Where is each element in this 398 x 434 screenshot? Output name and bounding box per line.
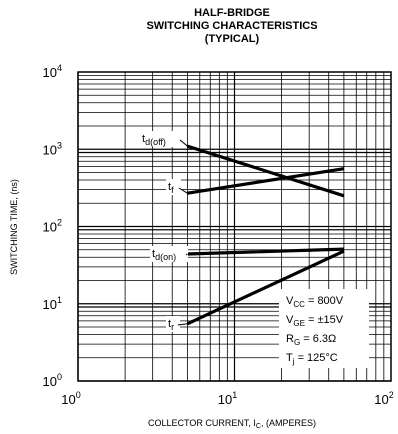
curve-label-leader [185,253,188,256]
y-tick-label: 103 [43,140,62,157]
curve-label-td(off): td(off) [142,133,166,147]
series-lines [186,144,345,326]
curve-label-leader [177,323,188,326]
series-line-tr [186,249,345,326]
curve-label-leader [179,139,188,147]
conditions-box: VCC = 800V VGE = ±15V RG = 6.3Ω Tj = 125… [279,289,369,368]
series-line-tf [187,167,345,195]
y-tick-label: 100 [43,372,62,389]
chart-title-line-1: HALF-BRIDGE [194,7,270,19]
curve-label-bg [150,246,188,262]
chart-title-line-2: SWITCHING CHARACTERISTICS [146,20,317,32]
series-line-td(off) [186,144,345,198]
curve-label-bg [166,316,180,332]
curve-label-bg [166,179,181,195]
x-axis-label: COLLECTOR CURRENT, IC, (AMPERES) [148,418,316,430]
x-tick-label: 102 [374,390,393,407]
y-tick-label: 104 [43,63,62,80]
curve-label-leader [178,187,188,194]
chart-title-line-3: (TYPICAL) [205,33,260,45]
y-tick-label: 101 [43,295,62,312]
tick-labels: 100 101 102 100 101 102 103 104 [43,63,394,407]
curve-label-bg [140,131,182,147]
condition-vcc: VCC = 800V [286,295,344,309]
curve-label-td(on): td(on) [152,248,176,262]
curve-label-tf: tf [168,181,174,195]
x-tick-label: 100 [61,390,80,407]
series-line-td(on) [187,247,344,256]
y-axis-label: SWITCHING TIME, (ns) [9,179,19,275]
condition-vge: VGE = ±15V [286,314,344,328]
condition-rg: RG = 6.3Ω [286,333,336,347]
curve-labels: td(off) tf td(on) tr [140,131,188,332]
condition-tj: Tj = 125°C [286,352,338,366]
x-tick-label: 101 [218,390,237,407]
curve-label-tr: tr [168,318,174,332]
plot-frame [77,71,392,382]
y-tick-label: 102 [43,218,62,235]
